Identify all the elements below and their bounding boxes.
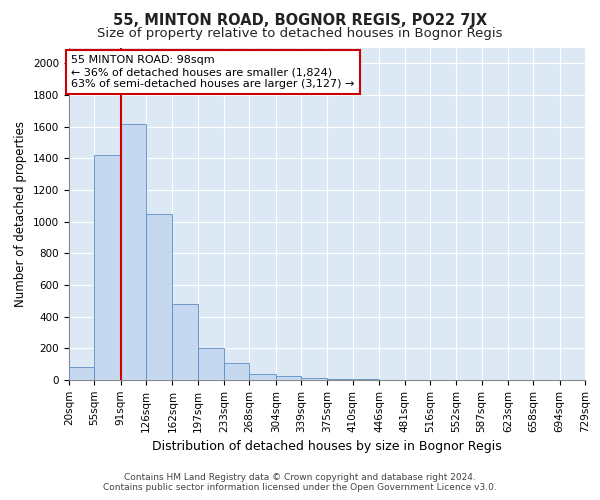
- X-axis label: Distribution of detached houses by size in Bognor Regis: Distribution of detached houses by size …: [152, 440, 502, 453]
- Bar: [94, 155, 121, 380]
- Bar: [172, 304, 198, 380]
- Text: Contains HM Land Registry data © Crown copyright and database right 2024.
Contai: Contains HM Land Registry data © Crown c…: [103, 473, 497, 492]
- Bar: [301, 378, 328, 380]
- Bar: [121, 124, 146, 380]
- Text: 55 MINTON ROAD: 98sqm
← 36% of detached houses are smaller (1,824)
63% of semi-d: 55 MINTON ROAD: 98sqm ← 36% of detached …: [71, 56, 355, 88]
- Bar: [353, 379, 379, 380]
- Bar: [328, 378, 353, 380]
- Bar: [250, 374, 275, 380]
- Bar: [198, 348, 224, 380]
- Y-axis label: Number of detached properties: Number of detached properties: [14, 120, 28, 306]
- Bar: [69, 366, 94, 380]
- Text: Size of property relative to detached houses in Bognor Regis: Size of property relative to detached ho…: [97, 28, 503, 40]
- Text: 55, MINTON ROAD, BOGNOR REGIS, PO22 7JX: 55, MINTON ROAD, BOGNOR REGIS, PO22 7JX: [113, 12, 487, 28]
- Bar: [224, 364, 250, 380]
- Bar: [146, 214, 172, 380]
- Bar: [275, 376, 301, 380]
